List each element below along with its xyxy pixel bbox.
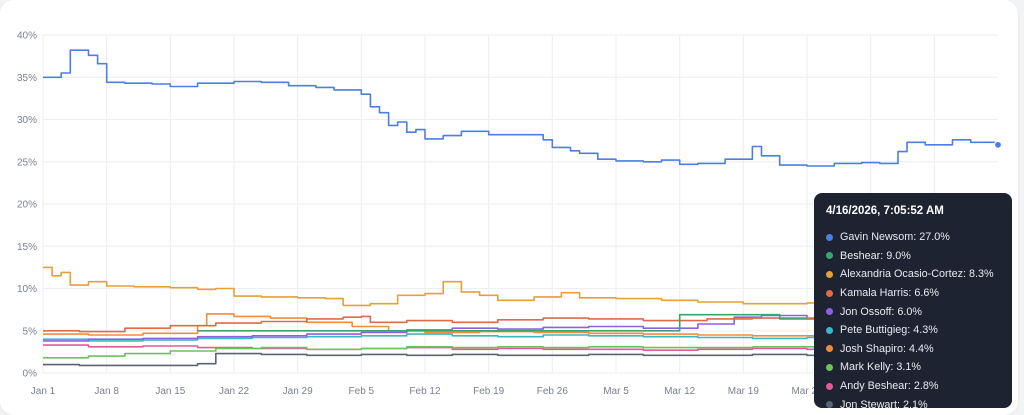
tooltip-row: Beshear: 9.0% — [826, 247, 1000, 266]
series-color-dot — [826, 363, 833, 371]
y-tick-label: 40% — [17, 31, 37, 42]
series-line — [43, 49, 999, 167]
tooltip-row-label: Jon Stewart: 2.1% — [840, 398, 928, 411]
series-line — [43, 352, 998, 367]
tooltip-row-label: Mark Kelly: 3.1% — [840, 361, 922, 374]
tooltip-row-label: Kamala Harris: 6.6% — [840, 287, 940, 300]
tooltip-row: Pete Buttigieg: 4.3% — [826, 321, 1000, 340]
series-line — [43, 315, 998, 333]
tooltip-row-label: Josh Shapiro: 4.4% — [840, 342, 934, 355]
tooltip-row-label: Andy Beshear: 2.8% — [840, 380, 939, 393]
tooltip-row-label: Pete Buttigieg: 4.3% — [840, 324, 938, 337]
tooltip-row: Alexandria Ocasio-Cortez: 8.3% — [826, 265, 1000, 284]
x-tick-label: Mar 5 — [603, 386, 629, 397]
x-tick-label: Feb 5 — [349, 386, 375, 397]
x-tick-label: Mar 19 — [728, 386, 760, 397]
series-lines — [43, 49, 999, 367]
series-color-dot — [826, 345, 833, 353]
series-line — [43, 266, 999, 307]
tooltip-row-label: Jon Ossoff: 6.0% — [840, 305, 923, 318]
x-tick-label: Jan 15 — [155, 386, 185, 397]
tooltip-row-label: Beshear: 9.0% — [840, 249, 911, 262]
series-color-dot — [826, 308, 833, 316]
x-axis-labels: Jan 1 Jan 8 Jan 15 Jan 22 Jan 29 Feb 5 Feb 12 F… — [31, 386, 823, 397]
x-tick-label: Mar 26 — [791, 386, 823, 397]
hover-marker — [993, 140, 1003, 149]
tooltip-row: Josh Shapiro: 4.4% — [826, 340, 1000, 359]
x-tick-label: Feb 26 — [537, 386, 569, 397]
series-color-dot — [826, 270, 833, 278]
y-tick-label: 35% — [17, 73, 37, 84]
series-line — [197, 313, 807, 332]
series-color-dot — [826, 252, 833, 260]
tooltip-timestamp: 4/16/2026, 7:05:52 AM — [826, 205, 944, 217]
x-tick-label: Jan 1 — [31, 386, 56, 397]
x-tick-label: Mar 12 — [664, 386, 696, 397]
series-color-dot — [826, 326, 833, 334]
tooltip-row: Andy Beshear: 2.8% — [826, 377, 1000, 396]
series-color-dot — [826, 289, 833, 297]
y-tick-label: 5% — [23, 326, 38, 337]
x-tick-label: Jan 8 — [94, 386, 119, 397]
y-tick-label: 20% — [17, 200, 37, 211]
tooltip-row-label: Alexandria Ocasio-Cortez: 8.3% — [840, 268, 994, 281]
y-tick-label: 25% — [17, 157, 37, 168]
y-tick-label: 0% — [23, 369, 38, 380]
x-tick-label: Jan 22 — [219, 386, 249, 397]
y-tick-label: 30% — [17, 115, 37, 126]
y-tick-label: 10% — [17, 284, 37, 295]
tooltip-row: Gavin Newsom: 27.0% — [826, 228, 1000, 247]
series-color-dot — [826, 401, 833, 409]
hover-tooltip: 4/16/2026, 7:05:52 AM Gavin Newsom: 27.0… — [814, 193, 1012, 411]
tooltip-row: Mark Kelly: 3.1% — [826, 358, 1000, 377]
series-line — [43, 344, 998, 351]
tooltip-row: Kamala Harris: 6.6% — [826, 284, 1000, 303]
tooltip-row-label: Gavin Newsom: 27.0% — [840, 231, 950, 244]
tooltip-row: Jon Stewart: 2.1% — [826, 395, 1000, 414]
hover-point — [993, 140, 1003, 149]
x-tick-label: Feb 12 — [409, 386, 441, 397]
x-tick-label: Jan 29 — [283, 386, 313, 397]
y-tick-label: 15% — [17, 242, 37, 253]
y-axis-labels: 0% 5% 10% 15% 20% 25% 30% 35% 40% — [17, 31, 37, 380]
tooltip-row: Jon Ossoff: 6.0% — [826, 302, 1000, 321]
tooltip-rows: Gavin Newsom: 27.0% Beshear: 9.0% Alexandr… — [826, 228, 1000, 414]
x-tick-label: Feb 19 — [473, 386, 505, 397]
series-color-dot — [826, 233, 833, 241]
series-color-dot — [826, 382, 833, 390]
series-line — [43, 346, 998, 359]
